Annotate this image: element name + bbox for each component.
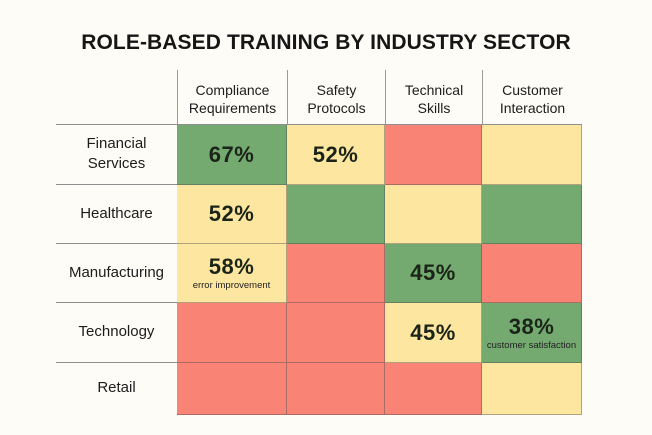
column-header-line: Compliance (195, 82, 270, 98)
cell-value: 45% (410, 319, 456, 345)
heatmap-cell (482, 244, 582, 303)
header-divider (56, 124, 582, 125)
chart-title: ROLE-BASED TRAINING BY INDUSTRY SECTOR (81, 31, 571, 54)
cell-value: 52% (312, 141, 359, 167)
column-header-line: Requirements (188, 100, 277, 116)
column-header: Customer Interaction (482, 70, 582, 124)
row-label-line: Services (87, 155, 146, 172)
column-header: Technical Skills (385, 70, 482, 124)
heatmap-cell (177, 363, 287, 415)
heatmap-cell (287, 303, 385, 363)
row-label-line: Technology (78, 323, 155, 340)
row-divider (56, 184, 177, 185)
row-label: Financial Services (56, 124, 177, 184)
row-label: Retail (56, 362, 177, 414)
row-label: Manufacturing (56, 243, 177, 302)
heatmap-cell (385, 125, 482, 185)
heatmap-cell (482, 125, 582, 185)
heatmap-cell (482, 363, 582, 415)
column-header-line: Interaction (499, 100, 566, 116)
heatmap-cell: 38% customer satisfaction (482, 303, 582, 363)
row-label-line: Financial (86, 135, 147, 152)
heatmap-cell: 45% (385, 303, 482, 363)
column-header: Safety Protocols (287, 70, 385, 124)
heatmap-cell (177, 303, 287, 363)
column-header: Compliance Requirements (177, 70, 287, 124)
column-header-line: Protocols (307, 100, 366, 116)
row-label: Healthcare (56, 184, 177, 243)
cell-value: 45% (410, 260, 456, 285)
heatmap-cell: 52% (177, 185, 287, 244)
column-header-line: Safety (316, 82, 357, 98)
row-divider (56, 243, 177, 244)
cell-note: customer satisfaction (486, 339, 577, 351)
heatmap-cell (482, 185, 582, 244)
row-divider (56, 362, 177, 363)
heatmap-cell: 67% (177, 125, 287, 185)
cell-note: error improvement (192, 280, 271, 291)
heatmap-cell: 52% (287, 125, 385, 185)
heatmap-cell (385, 363, 482, 415)
heatmap-cell (287, 185, 385, 244)
heatmap-cell: 58% error improvement (177, 244, 287, 303)
cell-value: 58% (208, 254, 255, 279)
cell-value: 38% (508, 313, 555, 339)
cell-value: 67% (208, 141, 255, 167)
cell-value: 52% (208, 201, 255, 226)
heatmap-cell (287, 244, 385, 303)
row-label-line: Manufacturing (68, 263, 165, 281)
row-divider (56, 302, 177, 303)
column-header-line: Customer (502, 82, 563, 98)
column-header-line: Technical (404, 82, 464, 98)
column-header-line: Skills (417, 100, 451, 116)
row-label-line: Retail (97, 379, 136, 396)
heatmap-cell: 45% (385, 244, 482, 303)
heatmap-cell (385, 185, 482, 244)
row-label-line: Healthcare (80, 204, 153, 222)
row-label: Technology (56, 302, 177, 362)
heatmap-cell (287, 363, 385, 415)
